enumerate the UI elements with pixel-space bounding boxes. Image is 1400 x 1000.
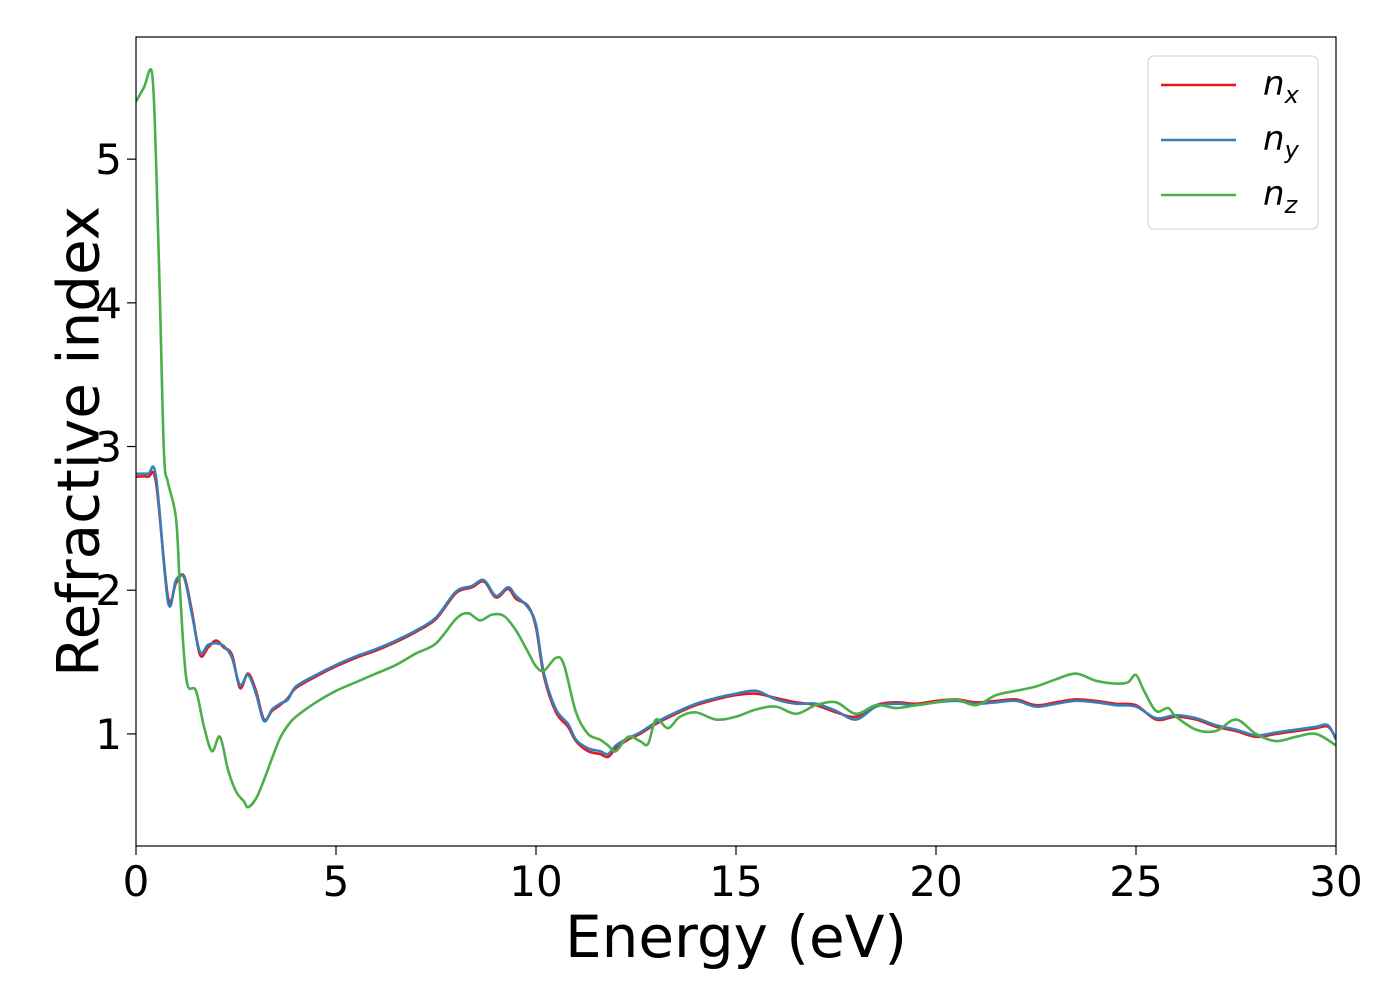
y-tick-label: 5 [95, 135, 122, 184]
series-line-z [136, 68, 1336, 809]
x-tick-label: 10 [509, 857, 562, 906]
legend-label-y: ny [1263, 119, 1300, 164]
x-tick-label: 15 [709, 857, 762, 906]
x-axis: 0 5 10 15 20 25 30 [123, 846, 1363, 906]
x-axis-title: Energy (eV) [565, 903, 907, 971]
x-tick-label: 5 [323, 857, 350, 906]
x-tick-label: 25 [1109, 857, 1162, 906]
x-tick-label: 20 [909, 857, 962, 906]
series-layer [136, 68, 1336, 809]
y-tick-label: 1 [95, 710, 122, 759]
legend: nx ny nz [1147, 55, 1319, 230]
x-tick-label: 30 [1309, 857, 1362, 906]
series-line-x [136, 470, 1336, 759]
legend-label-z: nz [1263, 174, 1299, 219]
y-axis-title: Refractive index [44, 206, 112, 677]
y-tick-label: 4 [95, 279, 122, 328]
x-tick-label: 0 [123, 857, 150, 906]
series-line-y [136, 465, 1336, 756]
y-axis: 1 2 3 4 5 [95, 135, 136, 759]
legend-label-x: nx [1263, 64, 1300, 109]
y-tick-label: 3 [95, 423, 122, 472]
y-tick-label: 2 [95, 566, 122, 615]
legend-box [1147, 55, 1319, 230]
